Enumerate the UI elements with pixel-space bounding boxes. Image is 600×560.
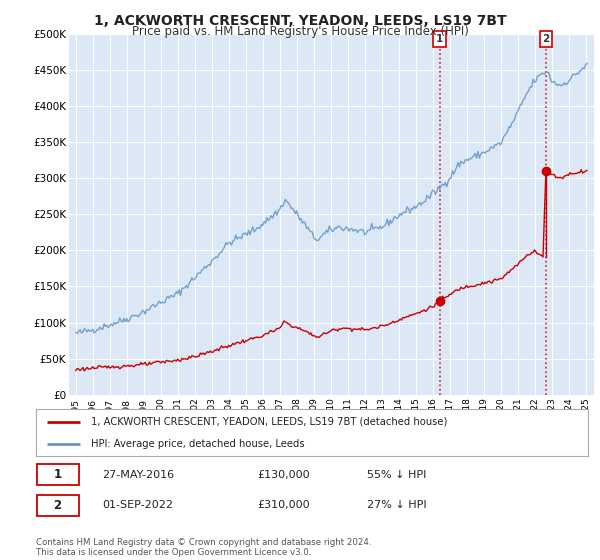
Text: 1: 1 xyxy=(53,468,62,481)
Text: HPI: Average price, detached house, Leeds: HPI: Average price, detached house, Leed… xyxy=(91,438,305,449)
Text: 2: 2 xyxy=(542,34,550,44)
Text: 27% ↓ HPI: 27% ↓ HPI xyxy=(367,501,427,510)
Text: 2: 2 xyxy=(53,499,62,512)
Text: Price paid vs. HM Land Registry's House Price Index (HPI): Price paid vs. HM Land Registry's House … xyxy=(131,25,469,38)
Text: 1, ACKWORTH CRESCENT, YEADON, LEEDS, LS19 7BT (detached house): 1, ACKWORTH CRESCENT, YEADON, LEEDS, LS1… xyxy=(91,417,448,427)
Text: 55% ↓ HPI: 55% ↓ HPI xyxy=(367,470,427,479)
Text: Contains HM Land Registry data © Crown copyright and database right 2024.
This d: Contains HM Land Registry data © Crown c… xyxy=(36,538,371,557)
FancyBboxPatch shape xyxy=(37,464,79,485)
Text: £310,000: £310,000 xyxy=(257,501,310,510)
Text: 1, ACKWORTH CRESCENT, YEADON, LEEDS, LS19 7BT: 1, ACKWORTH CRESCENT, YEADON, LEEDS, LS1… xyxy=(94,14,506,28)
FancyBboxPatch shape xyxy=(37,495,79,516)
Text: 01-SEP-2022: 01-SEP-2022 xyxy=(102,501,173,510)
Text: £130,000: £130,000 xyxy=(257,470,310,479)
Text: 27-MAY-2016: 27-MAY-2016 xyxy=(102,470,175,479)
Text: 1: 1 xyxy=(436,34,443,44)
